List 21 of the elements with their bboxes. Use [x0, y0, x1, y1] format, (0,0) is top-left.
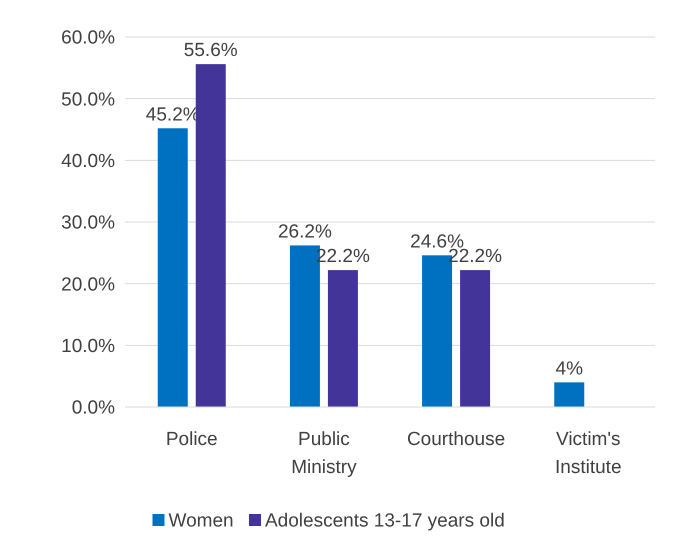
legend-label: Women [168, 510, 234, 532]
y-tick-label: 60.0% [61, 28, 116, 49]
bar [460, 270, 490, 407]
y-tick-label: 20.0% [61, 274, 116, 296]
data-label: 26.2% [278, 221, 332, 242]
y-tick-label: 30.0% [61, 212, 116, 234]
y-tick-label: 0.0% [72, 398, 116, 419]
y-tick-label: 50.0% [61, 89, 116, 110]
x-tick-label: Public Ministry [291, 429, 358, 478]
bar [196, 64, 226, 407]
x-tick-label: Courthouse [406, 429, 506, 450]
x-tick-label: Victim's Institute [554, 429, 622, 478]
data-label: 4% [556, 358, 584, 380]
y-tick-label: 10.0% [61, 336, 116, 357]
bar [328, 270, 358, 407]
legend-label: Adolescents 13-17 years old [265, 510, 505, 532]
x-tick-label: Police [166, 429, 218, 450]
bar [158, 128, 188, 407]
data-label: 55.6% [184, 40, 238, 62]
y-tick-label: 40.0% [61, 150, 116, 172]
bar [554, 382, 584, 407]
